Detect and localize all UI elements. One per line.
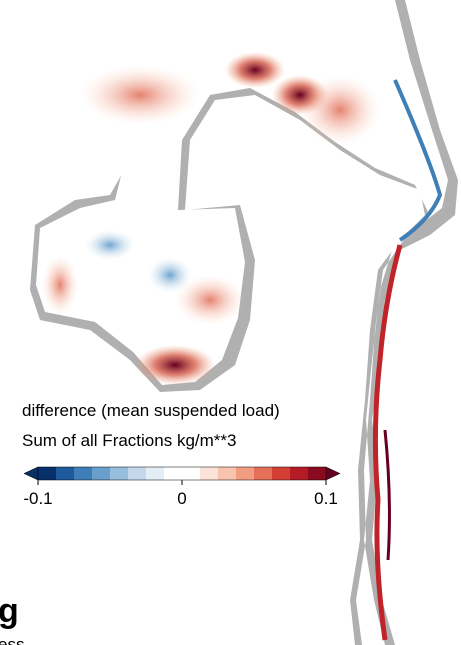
colorbar-over — [325, 466, 341, 481]
colorbar-bin — [110, 467, 129, 480]
colorbar-bin — [128, 467, 147, 480]
legend-title: difference (mean suspended load) — [22, 401, 280, 420]
colorbar-bin — [182, 467, 201, 480]
colorbar-tick-label: -0.1 — [23, 489, 52, 508]
colorbar-bin — [38, 467, 57, 480]
colorbar-tick-label: 0.1 — [314, 489, 338, 508]
colorbar-under — [23, 466, 39, 481]
colorbar: -0.1 0 0.1 — [23, 466, 341, 508]
colorbar-bin — [218, 467, 237, 480]
colorbar-bin — [164, 467, 183, 480]
colorbar-bin — [92, 467, 111, 480]
legend-subtitle: Sum of all Fractions kg/m**3 — [22, 431, 236, 450]
colorbar-bin — [290, 467, 309, 480]
footer-letter: g — [0, 592, 19, 630]
colorbar-bin — [74, 467, 93, 480]
colorbar-bin — [146, 467, 165, 480]
colorbar-bin — [56, 467, 75, 480]
colorbar-bin — [236, 467, 255, 480]
colorbar-bin — [254, 467, 273, 480]
colorbar-tick-label: 0 — [177, 489, 186, 508]
colorbar-bin — [308, 467, 327, 480]
colorbar-bin — [200, 467, 219, 480]
footer-caption: ess — [0, 635, 24, 645]
colorbar-bin — [272, 467, 291, 480]
